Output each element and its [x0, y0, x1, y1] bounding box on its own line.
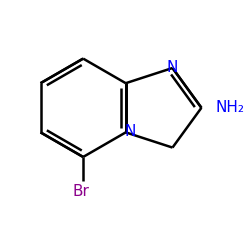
- Text: NH₂: NH₂: [215, 100, 244, 115]
- Text: N: N: [167, 60, 178, 76]
- Text: N: N: [125, 124, 136, 139]
- Text: Br: Br: [72, 184, 89, 199]
